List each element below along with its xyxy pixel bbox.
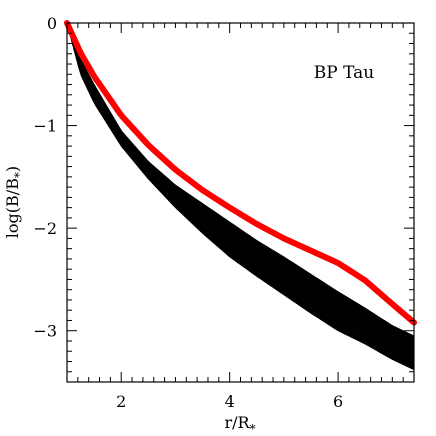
labels-layer: BP Tau r/R* log(B/B*) — [3, 63, 374, 436]
plot-layer — [64, 20, 417, 371]
x-axis-label-sub: * — [250, 422, 256, 436]
x-axis-label-main: r/R — [224, 413, 250, 432]
x-tick-label: 6 — [333, 392, 343, 411]
y-axis-label: log(B/B*) — [3, 166, 26, 238]
y-axis-label-close: ) — [3, 166, 22, 172]
x-axis-label: r/R* — [224, 413, 255, 436]
black-field-line — [66, 22, 415, 371]
chart-annotation: BP Tau — [314, 63, 374, 83]
y-axis-label-sub: * — [12, 172, 26, 178]
y-tick-label: −1 — [33, 117, 57, 136]
axes-layer: 2 4 6 0 −1 −2 −3 — [33, 14, 415, 411]
y-tick-label: −2 — [33, 219, 57, 238]
y-tick-label: 0 — [47, 14, 57, 33]
red-curve — [64, 20, 417, 326]
y-axis-label-main: log(B/B — [3, 178, 22, 238]
x-tick-label: 4 — [225, 392, 235, 411]
y-tick-label: −3 — [33, 322, 57, 341]
x-tick-label: 2 — [116, 392, 126, 411]
